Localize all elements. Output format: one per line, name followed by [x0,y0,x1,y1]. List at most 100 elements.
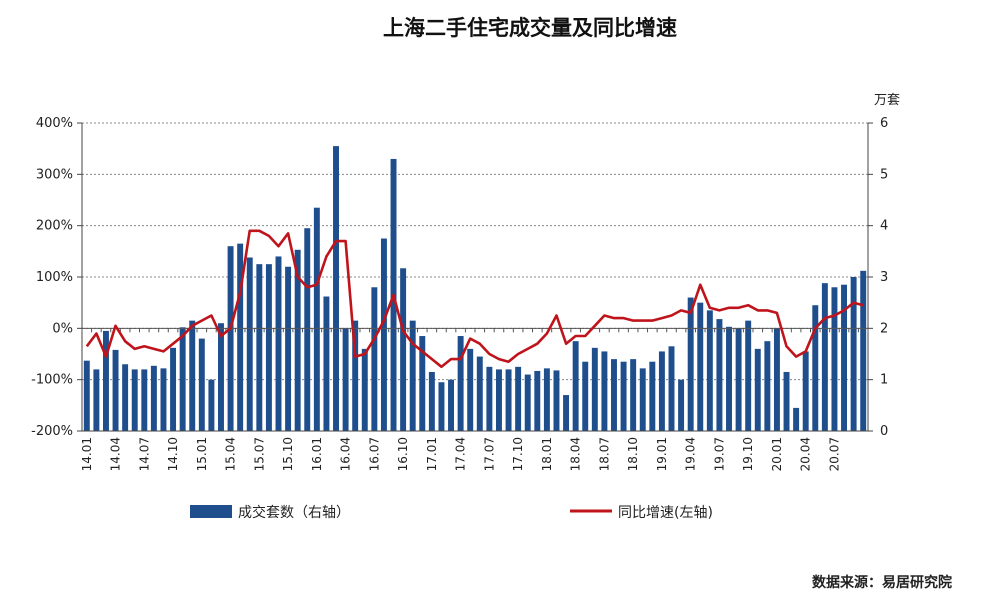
bar [112,349,119,431]
x-tick-label: 18.04 [569,437,583,471]
bar [831,287,838,431]
x-tick-label: 17.01 [425,437,439,471]
bar [342,328,349,431]
bar [658,351,665,431]
bar [591,347,598,431]
bar [102,330,109,431]
bar [668,346,675,431]
bar [448,379,455,431]
y-right-tick-label: 5 [880,167,888,182]
bar [563,395,570,431]
bar [524,374,531,431]
y-right-tick-label: 4 [880,219,888,234]
y-axis-left: 400% 300% 200% 100% 0% -100% -200% [31,116,82,439]
bar [218,323,224,431]
bar [601,351,608,431]
x-tick-label: 14.07 [137,437,151,471]
x-tick-label: 17.07 [482,437,496,471]
bar [419,336,426,431]
y-left-tick-label: 300% [36,167,73,182]
bar [495,369,502,431]
x-tick-label: 19.10 [741,437,755,471]
y-axis-right: 6 5 4 3 2 1 0 [868,116,888,439]
bar [630,359,637,431]
bar [352,320,359,431]
bar [735,328,742,431]
bar [371,287,378,431]
bar [208,379,215,431]
bar [572,341,579,431]
legend-bar-swatch [190,505,232,518]
bar [170,347,177,431]
x-axis: 14.01 14.04 14.07 14.10 15.01 15.04 15.07 15.10… [80,437,842,471]
y-right-tick-label: 1 [880,373,888,388]
bar [754,348,761,431]
bar [764,341,771,431]
bar [716,319,723,431]
x-tick-label: 14.10 [166,437,180,471]
growth-line [85,229,864,369]
bar [93,369,100,431]
bar [649,361,656,431]
bar [428,371,435,431]
bar [726,326,732,431]
bar [783,371,790,431]
bar [620,361,627,431]
y-left-tick-label: 400% [36,116,73,131]
bar [361,348,368,431]
x-tick-label: 16.07 [367,437,381,471]
bar [486,366,493,431]
bar [505,369,512,431]
bar [802,351,809,431]
bar [160,368,167,431]
x-tick-label: 20.01 [770,437,784,471]
y-right-tick-label: 6 [880,116,888,131]
legend-line-label: 同比增速(左轴) [618,505,713,521]
x-tick-label: 15.04 [224,437,238,471]
bar [812,305,819,431]
x-tick-label: 18.01 [540,437,554,471]
bar [179,327,186,431]
bar [409,320,416,431]
x-tick-label: 15.07 [252,437,266,471]
y-right-tick-label: 0 [880,424,888,439]
bar [198,338,205,431]
bar [850,277,857,431]
bar [304,228,311,431]
bar [285,266,292,431]
x-tick-label: 16.04 [339,437,353,471]
bar [150,365,157,431]
bar [678,379,685,431]
bar [246,257,253,431]
bar [841,284,848,431]
bar [553,370,560,431]
bar [745,320,752,431]
y-right-unit: 万套 [874,92,900,108]
y-left-tick-label: -200% [31,424,73,439]
bar [83,360,90,431]
bar [400,268,407,431]
bar [821,283,828,431]
bar [294,249,301,431]
bar [313,207,320,431]
bar [256,264,263,431]
bar [438,382,445,431]
x-tick-label: 19.07 [712,437,726,471]
bar [323,296,330,431]
bar [141,369,148,431]
bar [122,364,129,431]
bar [275,256,282,431]
bar [582,361,589,431]
bar [543,368,550,431]
x-tick-label: 15.01 [195,437,209,471]
x-tick-label: 19.01 [655,437,669,471]
bar [237,243,244,431]
y-left-tick-label: 200% [36,219,73,234]
bar [611,359,617,431]
bar [467,348,474,431]
x-tick-label: 17.10 [511,437,525,471]
bar [131,369,138,431]
y-left-tick-label: 0% [52,321,73,336]
bar [706,310,713,431]
